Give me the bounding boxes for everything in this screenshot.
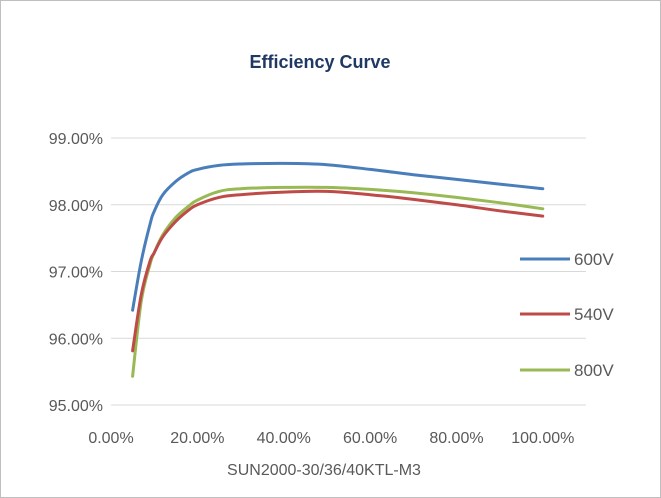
x-tick-label: 40.00% — [257, 430, 311, 447]
legend-label: 540V — [574, 305, 614, 324]
y-tick-label: 99.00% — [49, 131, 103, 148]
y-tick-labels: 99.00% 98.00% 97.00% 96.00% 95.00% — [49, 131, 103, 415]
y-tick-label: 97.00% — [49, 265, 103, 282]
y-tick-label: 95.00% — [49, 398, 103, 415]
y-tick-label: 96.00% — [49, 331, 103, 348]
series-line-800v — [131, 185, 545, 378]
x-tick-label: 0.00% — [88, 430, 133, 447]
x-tick-labels: 0.00% 20.00% 40.00% 60.00% 80.00% 100.00% — [88, 430, 574, 447]
x-tick-label: 80.00% — [429, 430, 483, 447]
legend: 600V 540V 800V — [520, 250, 614, 380]
chart-title: Efficiency Curve — [249, 52, 390, 72]
x-tick-label: 20.00% — [170, 430, 224, 447]
x-tick-label: 100.00% — [511, 430, 574, 447]
series-lines — [131, 161, 545, 378]
series-line-600v — [131, 161, 545, 312]
x-tick-label: 60.00% — [343, 430, 397, 447]
legend-label: 600V — [574, 250, 614, 269]
y-tick-label: 98.00% — [49, 198, 103, 215]
series-line-540v — [131, 189, 545, 353]
legend-label: 800V — [574, 361, 614, 380]
x-axis-label: SUN2000-30/36/40KTL-M3 — [227, 462, 421, 479]
